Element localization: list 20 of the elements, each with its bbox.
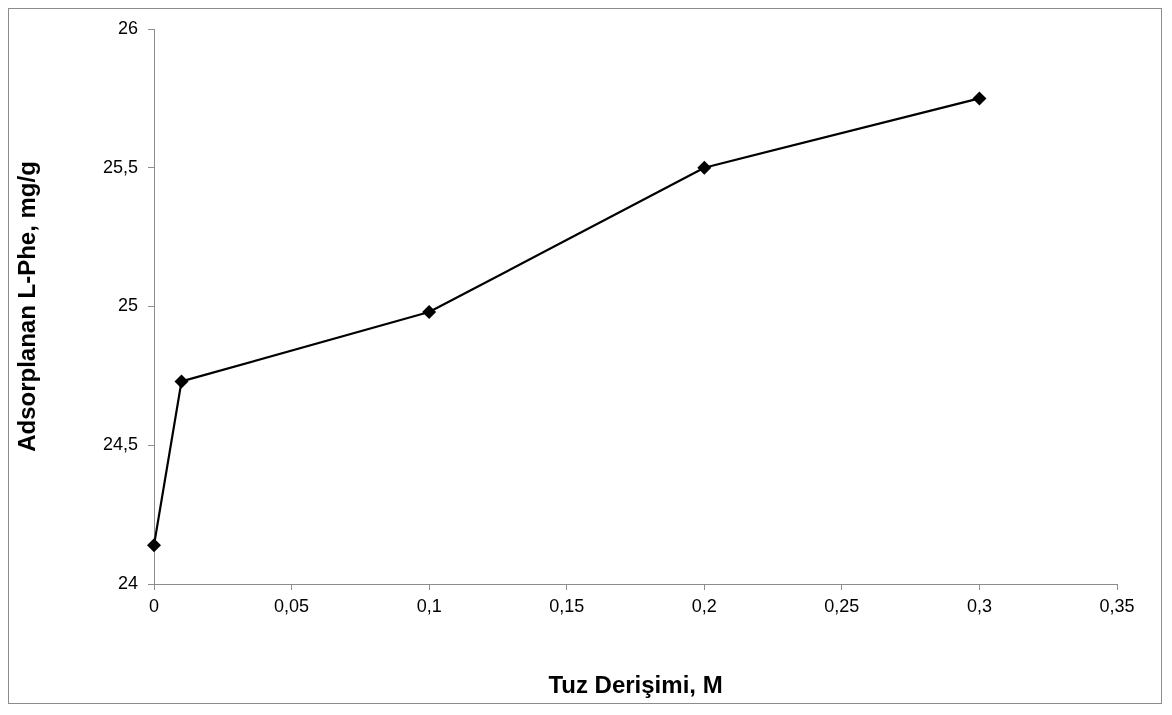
- x-axis-title: Tuz Derişimi, M: [548, 671, 723, 699]
- x-tick-label: 0,05: [274, 595, 310, 616]
- point: [174, 374, 189, 389]
- y-tick-label: 26: [117, 17, 138, 38]
- y-tick-label: 24,5: [102, 434, 138, 455]
- x-tick-label: 0,35: [1099, 595, 1135, 616]
- x-tick-label: 0: [148, 595, 160, 616]
- point: [422, 305, 437, 320]
- x-tick-label: 0,25: [824, 595, 860, 616]
- point: [972, 91, 987, 106]
- point: [147, 538, 161, 553]
- x-tick-label: 0,2: [691, 595, 717, 616]
- y-tick-label: 25,5: [102, 156, 138, 177]
- x-tick-label: 0,15: [549, 595, 585, 616]
- x-tick-label: 0,1: [416, 595, 442, 616]
- point: [697, 160, 712, 175]
- y-axis-title: Adsorplanan L-Phe, mg/g: [13, 161, 41, 452]
- y-tick-label: 24: [117, 572, 138, 593]
- x-tick-label: 0,3: [966, 595, 992, 616]
- y-tick-label: 25: [117, 295, 138, 316]
